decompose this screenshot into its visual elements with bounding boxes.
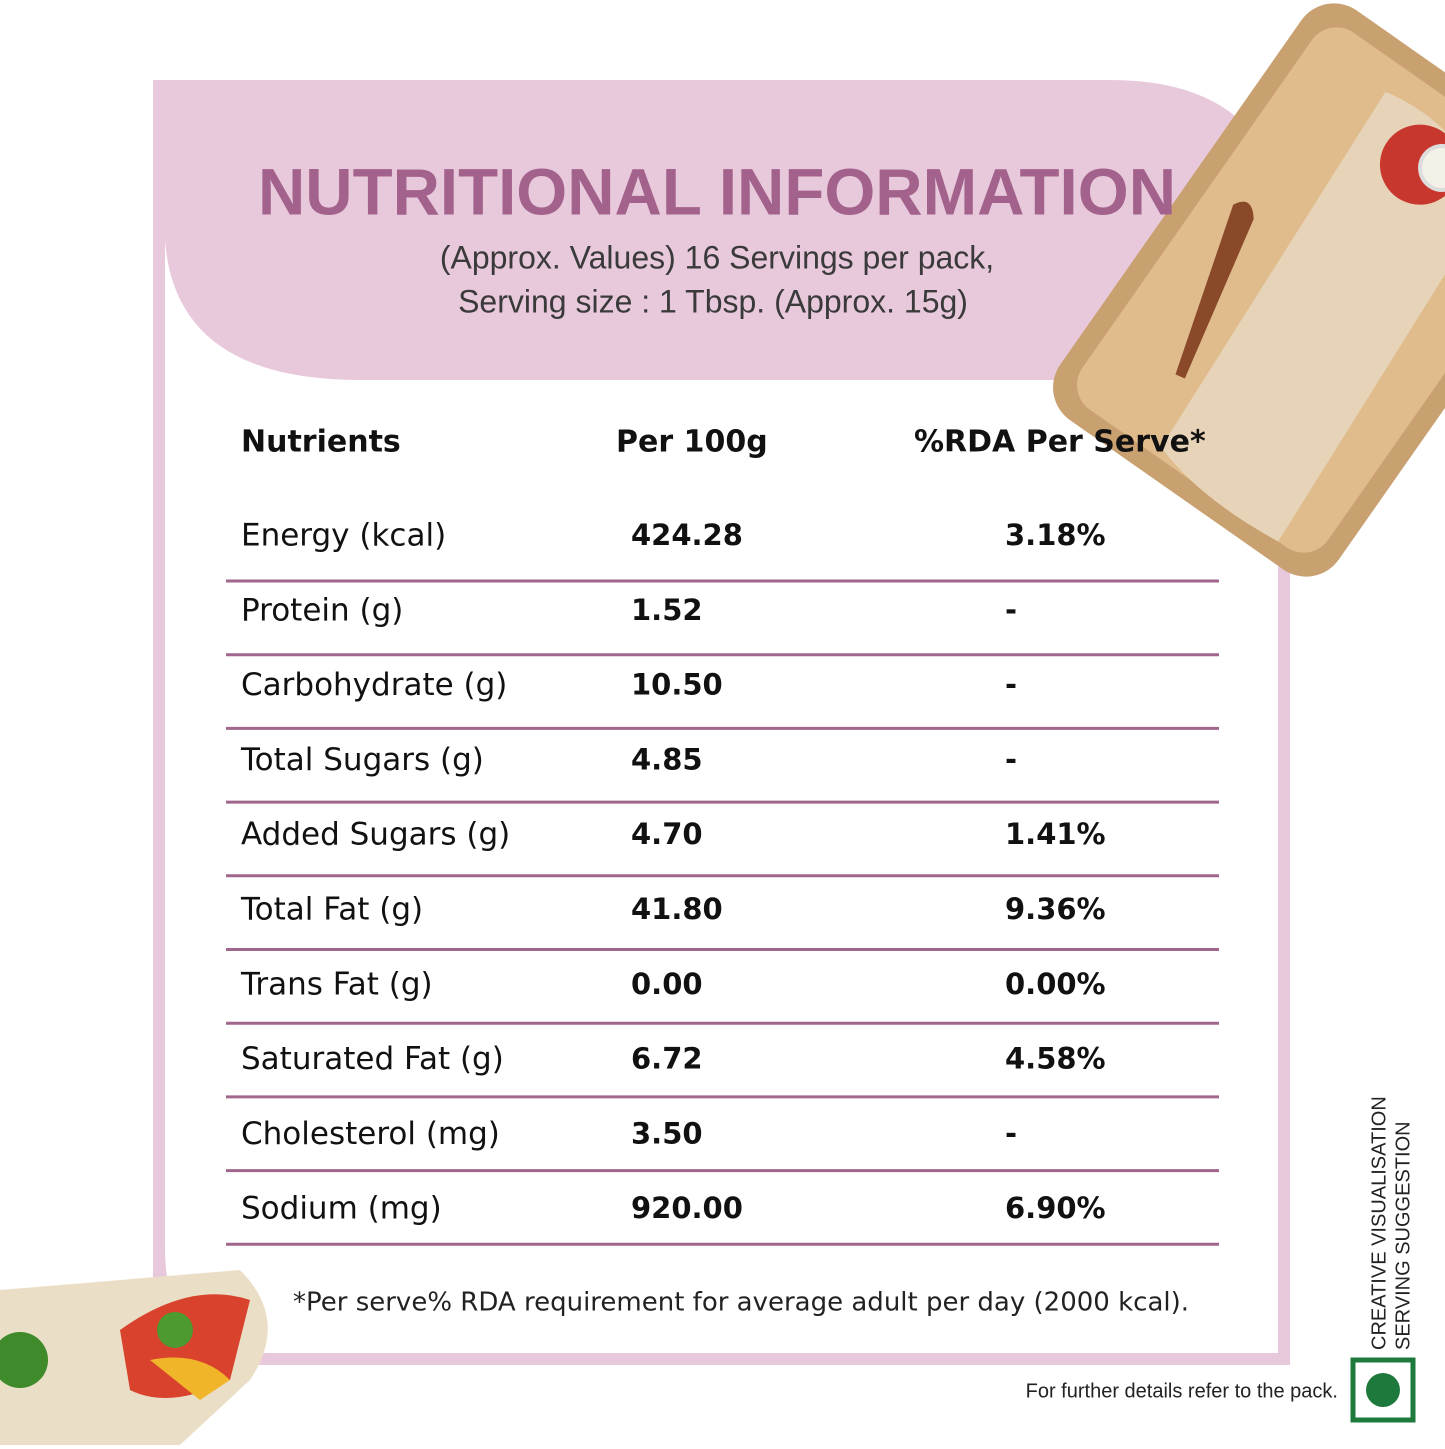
table-body: Energy (kcal) 424.28 3.18% Protein (g) 1.52 -… [226, 518, 1219, 1246]
rda-per-serve: 4.58% [1005, 1042, 1106, 1076]
per-100g: 4.85 [631, 742, 703, 776]
rda-per-serve: - [1005, 742, 1017, 776]
rda-per-serve: - [1005, 1116, 1017, 1150]
nutrient-name: Energy (kcal) [241, 518, 446, 554]
side-note: SERVING SUGGESTION [1392, 1121, 1414, 1350]
side-note: CREATIVE VISUALISATION [1368, 1096, 1390, 1350]
column-header: %RDA Per Serve* [914, 425, 1206, 460]
footer-note: For further details refer to the pack. [1026, 1380, 1338, 1402]
per-100g: 4.70 [631, 817, 703, 851]
subtitle: (Approx. Values) 16 Servings per pack, [440, 239, 994, 275]
rda-per-serve: 1.41% [1005, 817, 1106, 851]
rda-per-serve: - [1005, 668, 1017, 702]
per-100g: 10.50 [631, 668, 723, 702]
nutrient-name: Added Sugars (g) [241, 817, 510, 853]
nutrient-name: Trans Fat (g) [240, 966, 433, 1002]
footnote: *Per serve% RDA requirement for average … [293, 1288, 1189, 1318]
title: NUTRITIONAL INFORMATION [258, 154, 1176, 228]
subtitle: Serving size : 1 Tbsp. (Approx. 15g) [458, 283, 968, 319]
panel [165, 240, 1278, 1353]
rda-per-serve: - [1005, 593, 1017, 627]
nutrient-name: Saturated Fat (g) [241, 1041, 504, 1077]
per-100g: 41.80 [631, 892, 723, 926]
nutrient-name: Carbohydrate (g) [241, 667, 507, 703]
per-100g: 0.00 [631, 967, 703, 1001]
nutrient-name: Total Fat (g) [240, 892, 423, 928]
nutrient-name: Sodium (mg) [241, 1191, 442, 1227]
rda-per-serve: 6.90% [1005, 1191, 1106, 1225]
veg-dot [1366, 1373, 1400, 1407]
wrap-image [0, 1270, 268, 1445]
column-header: Nutrients [241, 425, 401, 460]
per-100g: 424.28 [631, 518, 743, 552]
per-100g: 3.50 [631, 1116, 703, 1150]
per-100g: 6.72 [631, 1042, 703, 1076]
nutrient-name: Total Sugars (g) [240, 742, 484, 778]
column-header: Per 100g [616, 425, 768, 460]
tray-image [1053, 3, 1445, 577]
nutrient-name: Cholesterol (mg) [241, 1116, 500, 1152]
per-100g: 1.52 [631, 593, 703, 627]
nutrient-name: Protein (g) [241, 592, 403, 628]
rda-per-serve: 3.18% [1005, 518, 1106, 552]
rda-per-serve: 0.00% [1005, 967, 1106, 1001]
rda-per-serve: 9.36% [1005, 892, 1106, 926]
per-100g: 920.00 [631, 1191, 743, 1225]
